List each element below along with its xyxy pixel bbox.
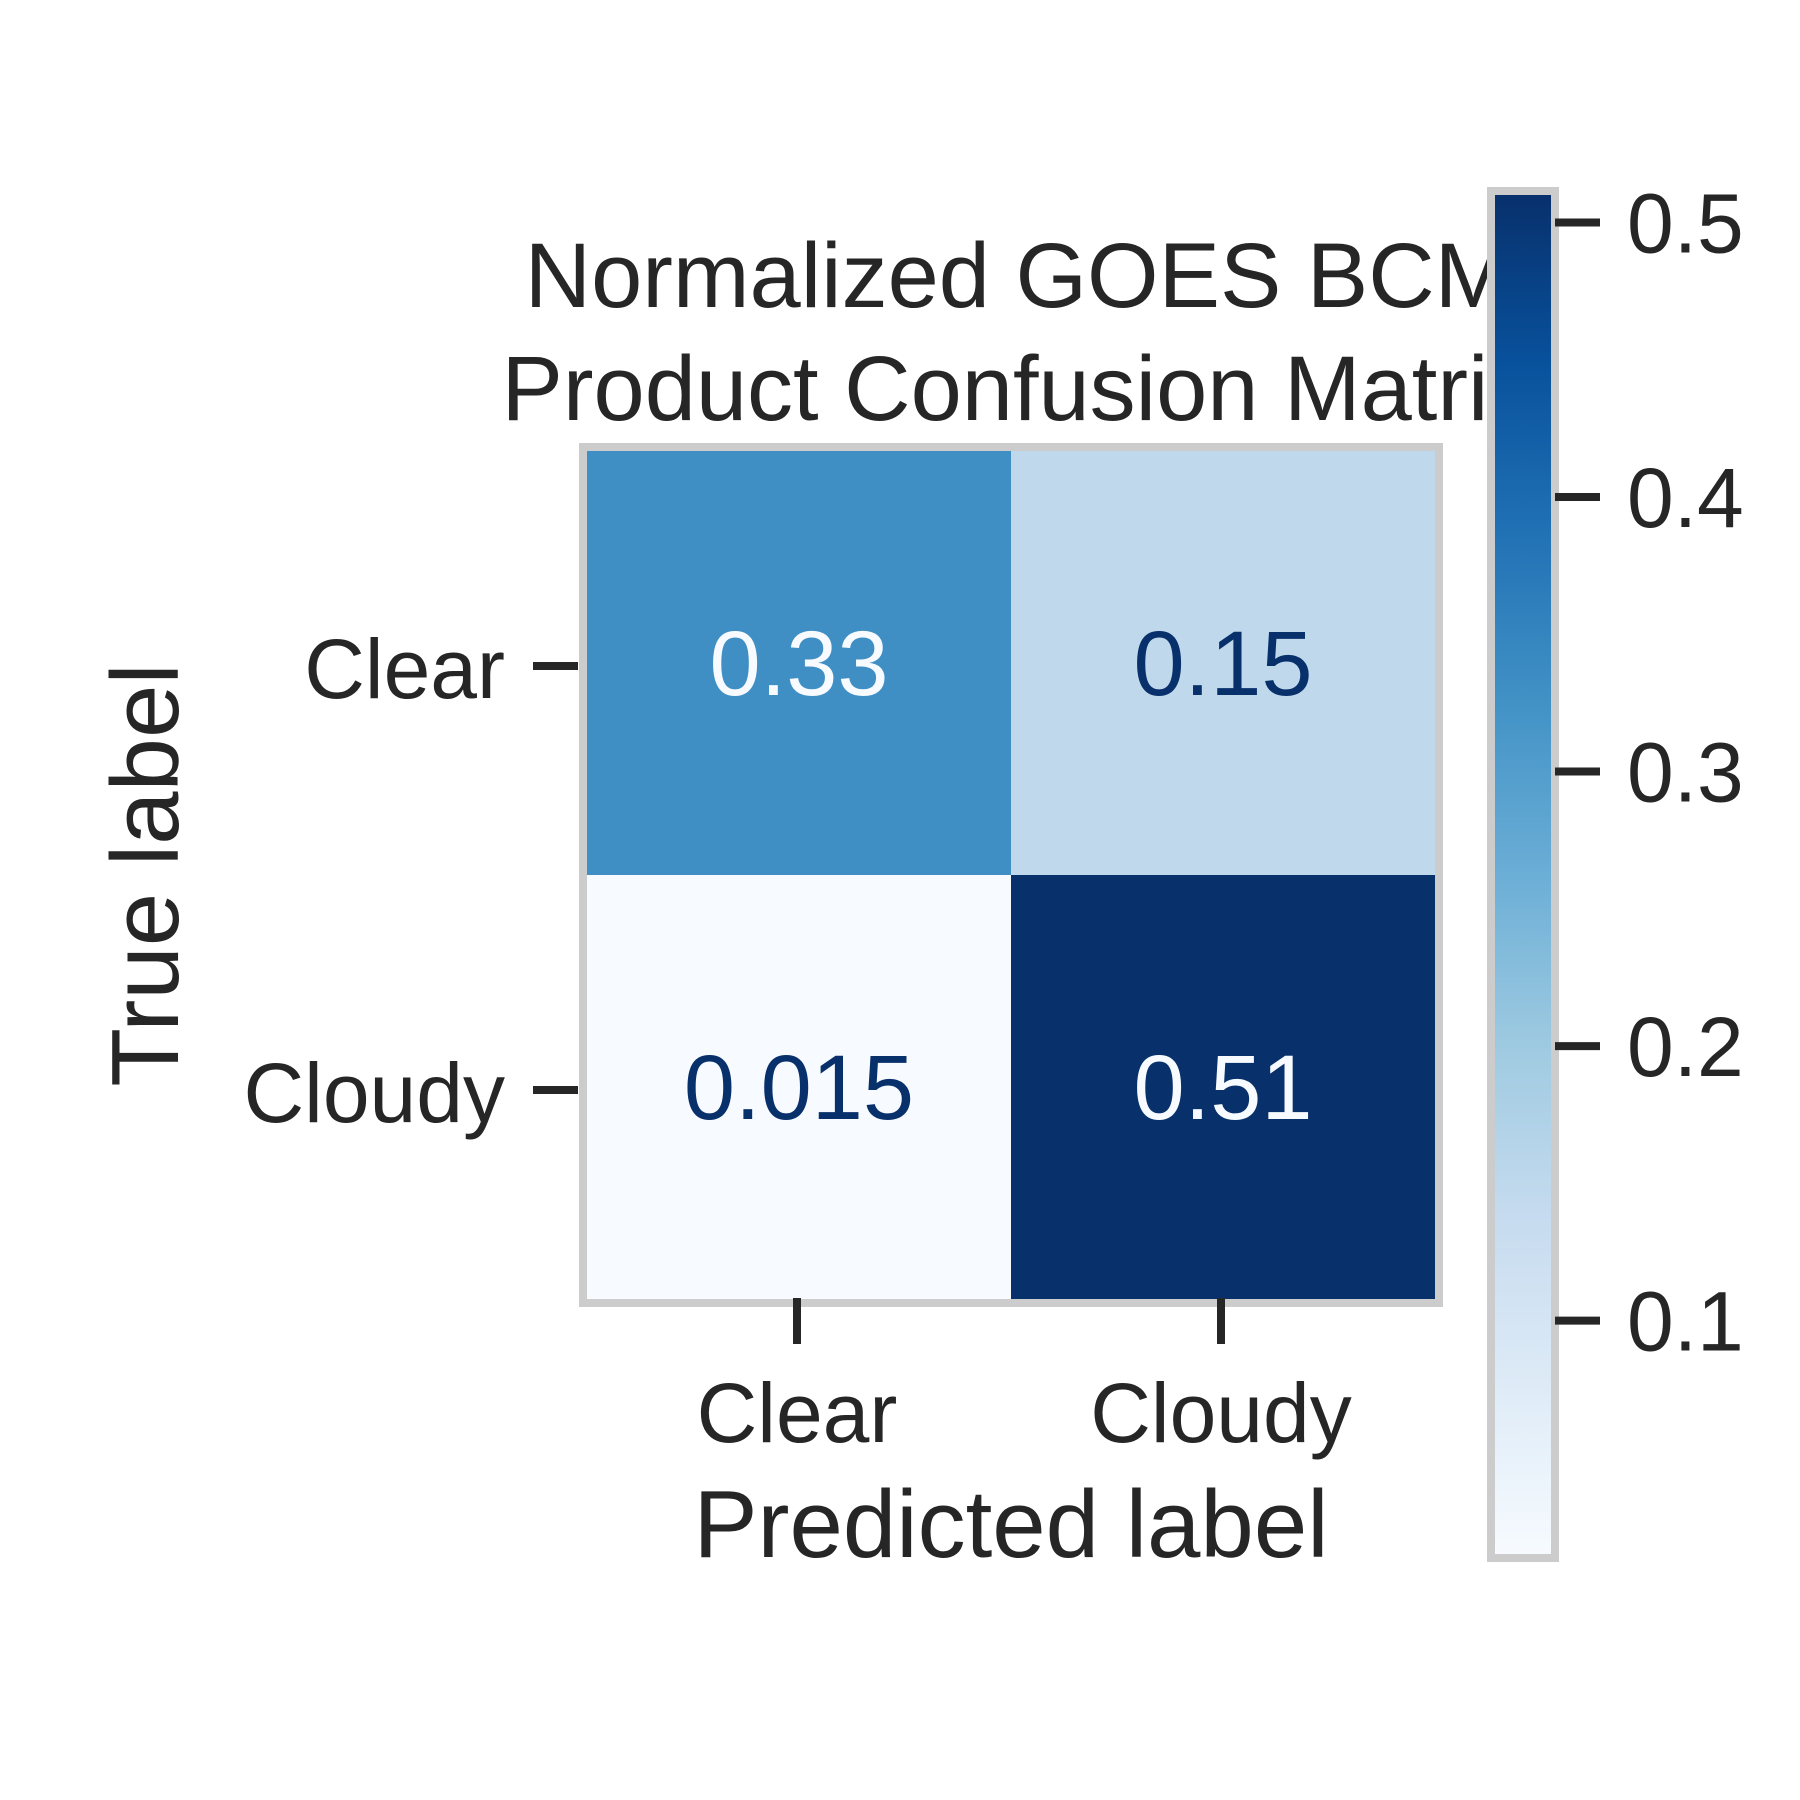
cell-value-label: 0.15 [1133, 613, 1312, 715]
colorbar-ticks: 0.1 0.2 0.3 0.4 0.5 [1555, 176, 1744, 1369]
cell-value-label: 0.33 [709, 613, 888, 715]
matrix-cell [1011, 451, 1436, 876]
y-tick-label: Clear [304, 622, 505, 716]
colorbar-tick-label: 0.1 [1627, 1275, 1744, 1369]
matrix-frame [579, 443, 1443, 1307]
colorbar [1487, 187, 1559, 1562]
colorbar-tick-label: 0.5 [1627, 176, 1744, 270]
chart-title-line-1: Normalized GOES BCM [525, 225, 1512, 327]
matrix-cell-labels: 0.33 0.15 0.015 0.51 [684, 613, 1313, 1139]
x-tick-label: Cloudy [1090, 1366, 1351, 1460]
y-axis-label: True label [92, 663, 199, 1086]
x-axis-label: Predicted label [693, 1471, 1328, 1578]
colorbar-tick-label: 0.4 [1627, 451, 1744, 545]
x-axis-ticks: Clear Cloudy [697, 1298, 1352, 1460]
matrix-cell [587, 875, 1012, 1300]
colorbar-tick-label: 0.2 [1627, 1000, 1744, 1094]
cell-value-label: 0.015 [684, 1037, 914, 1139]
matrix-cell [587, 451, 1012, 876]
cell-value-label: 0.51 [1133, 1037, 1312, 1139]
y-tick-label: Cloudy [244, 1046, 505, 1140]
matrix-cells [587, 451, 1436, 1300]
chart-title-line-2: Product Confusion Matrix [502, 338, 1535, 440]
matrix-cell [1011, 875, 1436, 1300]
x-tick-label: Clear [697, 1366, 898, 1460]
colorbar-tick-label: 0.3 [1627, 726, 1744, 820]
y-axis-ticks: Clear Cloudy [244, 622, 578, 1140]
